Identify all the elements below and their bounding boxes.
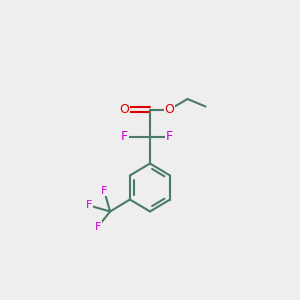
Text: F: F — [86, 200, 92, 211]
Text: F: F — [121, 130, 128, 143]
Text: F: F — [166, 130, 173, 143]
Text: F: F — [101, 185, 107, 196]
Text: F: F — [95, 221, 101, 232]
Text: O: O — [120, 103, 129, 116]
Text: O: O — [165, 103, 174, 116]
